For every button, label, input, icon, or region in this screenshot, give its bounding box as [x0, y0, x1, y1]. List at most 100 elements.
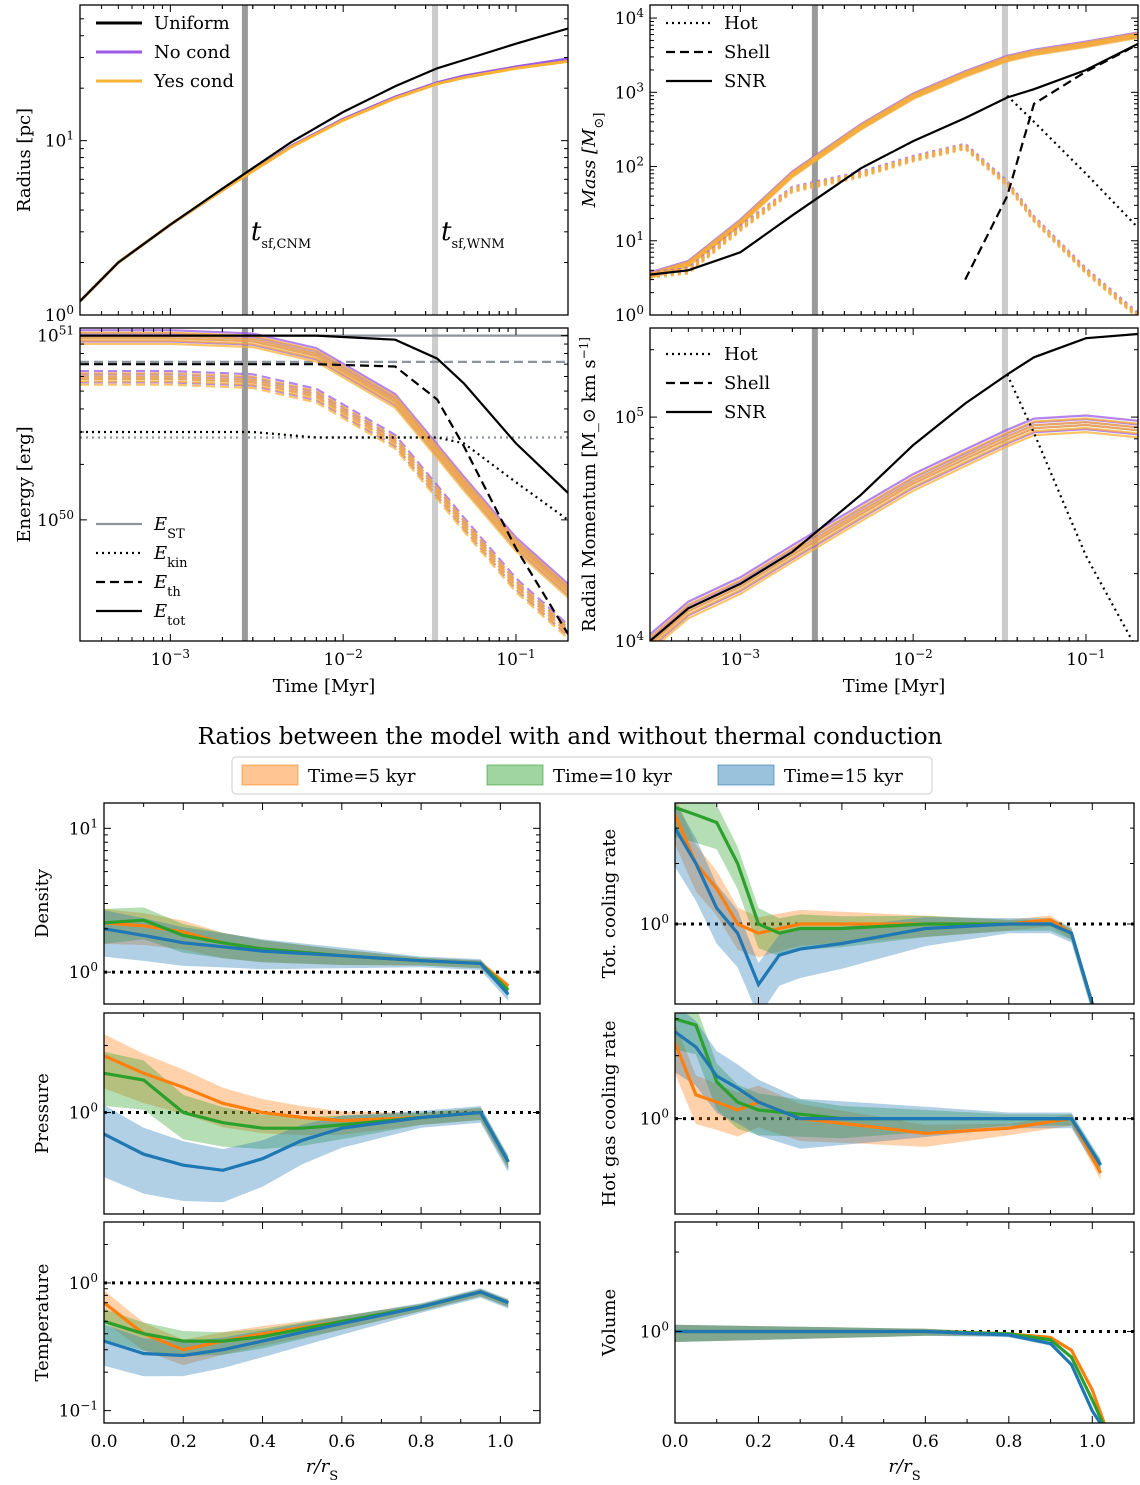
- cooling-ytick-label: 100: [640, 912, 669, 935]
- energy-uniform-tot: [80, 334, 568, 494]
- momentum-ytick-label: 104: [615, 629, 645, 652]
- legend-component-label: Shell: [724, 42, 770, 63]
- temperature-line: [104, 1290, 509, 1358]
- momentum-xtick-label: 10−2: [893, 647, 932, 670]
- volume-ylabel: Volume: [599, 1289, 620, 1357]
- density-ytick-label: 101: [69, 816, 98, 839]
- temperature-ytick-label: 100: [69, 1271, 98, 1294]
- energy-xtick-label: 10−3: [151, 647, 190, 670]
- energy-cond-th-yescond: [80, 377, 568, 634]
- temperature-xtick-label: 0.0: [90, 1432, 117, 1452]
- temperature-ylabel: Temperature: [32, 1264, 53, 1382]
- momentum-xtick-label: 10−1: [1066, 647, 1105, 670]
- hotcool-ylabel: Hot gas cooling rate: [599, 1020, 620, 1206]
- pressure-line: [104, 1110, 510, 1172]
- volume-band: [675, 1324, 1105, 1423]
- mass-frame: [649, 4, 1139, 316]
- mass-ytick-label: 101: [615, 229, 644, 252]
- legend-component-label: Hot: [724, 13, 759, 34]
- energy-cond-th-yescond: [80, 375, 568, 632]
- hotcool-ytick-label: 100: [640, 1107, 669, 1130]
- volume-band: [675, 1324, 1104, 1423]
- ratio-legend-label: Time=10 kyr: [553, 766, 672, 787]
- cooling-line: [675, 827, 1094, 1004]
- mass-ytick-label: 103: [615, 80, 644, 103]
- momentum-cond-snr-nocond: [651, 423, 1138, 641]
- energy-cond-th-yescond: [80, 383, 568, 640]
- volume-xtick-label: 0.4: [828, 1432, 855, 1452]
- momentum-xtick-label: 10−3: [721, 647, 760, 670]
- mass-hot-yescond: [650, 145, 1138, 315]
- hotcool-line: [675, 1030, 1102, 1166]
- hotcool-band: [675, 1013, 1101, 1175]
- volume-xtick-label: 0.0: [661, 1432, 688, 1452]
- volume-line: [675, 1329, 1105, 1423]
- mass-uniform-hot: [1006, 94, 1138, 229]
- ratio-legend-label: Time=5 kyr: [308, 766, 416, 787]
- temperature-xtick-label: 0.2: [170, 1432, 197, 1452]
- volume-line: [675, 1329, 1106, 1423]
- momentum-ylabel: Radial Momentum [M_⊙ km s−1]: [577, 337, 600, 632]
- pressure-ytick-label: 100: [69, 1101, 98, 1124]
- energy-ytick-label: 1051: [37, 324, 74, 347]
- volume-xtick-label: 0.8: [995, 1432, 1022, 1452]
- radius-frame: [79, 4, 569, 316]
- pressure-band: [104, 1051, 509, 1170]
- ratio-legend-label: Time=15 kyr: [784, 766, 903, 787]
- ratio-xlabel-right: r/rS: [888, 1456, 920, 1484]
- cooling-band: [675, 803, 1093, 1004]
- energy-ytick-label: 1050: [37, 508, 74, 531]
- ratio-legend-swatch: [241, 764, 299, 786]
- cooling-frame: [674, 802, 1135, 1005]
- legend-component-label: SNR: [724, 71, 766, 92]
- energy-cond-tot-yescond: [80, 334, 568, 591]
- energy-cond-th-yescond: [80, 380, 568, 636]
- legend-component-label: SNR: [724, 402, 766, 423]
- mass-ytick-label: 102: [615, 155, 644, 178]
- momentum-xlabel: Time [Myr]: [843, 676, 945, 697]
- energy-cond-th-yescond: [80, 372, 568, 629]
- density-line: [104, 927, 510, 996]
- legend-component-label: Shell: [724, 373, 770, 394]
- radius-ylabel: Radius [pc]: [14, 108, 35, 212]
- temperature-xtick-label: 1.0: [487, 1432, 514, 1452]
- ratio-legend-swatch: [486, 764, 544, 786]
- energy-cond-th-nocond: [80, 370, 568, 626]
- pressure-band: [104, 1034, 509, 1170]
- mass-uniform-shell: [964, 43, 1138, 281]
- cooling-line: [675, 814, 1094, 1004]
- mass-ytick-label: 104: [615, 6, 645, 29]
- radius-ytick-label: 101: [45, 129, 74, 152]
- radius-nocond-line: [80, 57, 568, 303]
- density-band: [104, 908, 509, 991]
- ratio-title: Ratios between the model with and withou…: [198, 724, 943, 750]
- momentum-cond-snr-yescond: [655, 426, 1138, 641]
- legend-energy-label: Etot: [153, 601, 186, 629]
- energy-cond-tot-nocond: [80, 329, 568, 585]
- pressure-frame: [103, 1012, 541, 1215]
- energy-uniform-th: [80, 363, 568, 635]
- momentum-cond-snr-yescond: [650, 417, 1138, 639]
- momentum-cond-snr-nocond: [650, 418, 1138, 639]
- momentum-cond-snr-nocond: [650, 414, 1138, 636]
- legend-model-label: Yes cond: [153, 71, 234, 92]
- temperature-frame: [103, 1221, 541, 1424]
- mass-hot-yescond: [650, 144, 1138, 315]
- density-ylabel: Density: [32, 868, 53, 938]
- volume-xtick-label: 0.6: [912, 1432, 939, 1452]
- energy-ylabel: Energy [erg]: [14, 426, 35, 542]
- mass-hot-yescond: [650, 143, 1138, 315]
- energy-cond-tot-yescond: [80, 339, 568, 595]
- legend-energy-label: Eth: [153, 572, 181, 600]
- mass-hot-yescond: [650, 147, 1136, 315]
- mass-hot-nocond: [650, 144, 1138, 315]
- cooling-band: [675, 803, 1093, 1004]
- density-ytick-label: 100: [69, 960, 98, 983]
- energy-cond-th-nocond: [80, 377, 568, 634]
- annotation-wnm: tsf,WNM: [441, 217, 505, 252]
- legend-energy-label: Ekin: [153, 543, 188, 571]
- volume-ytick-label: 100: [640, 1319, 669, 1342]
- density-band: [104, 910, 509, 1001]
- temperature-xtick-label: 0.8: [408, 1432, 435, 1452]
